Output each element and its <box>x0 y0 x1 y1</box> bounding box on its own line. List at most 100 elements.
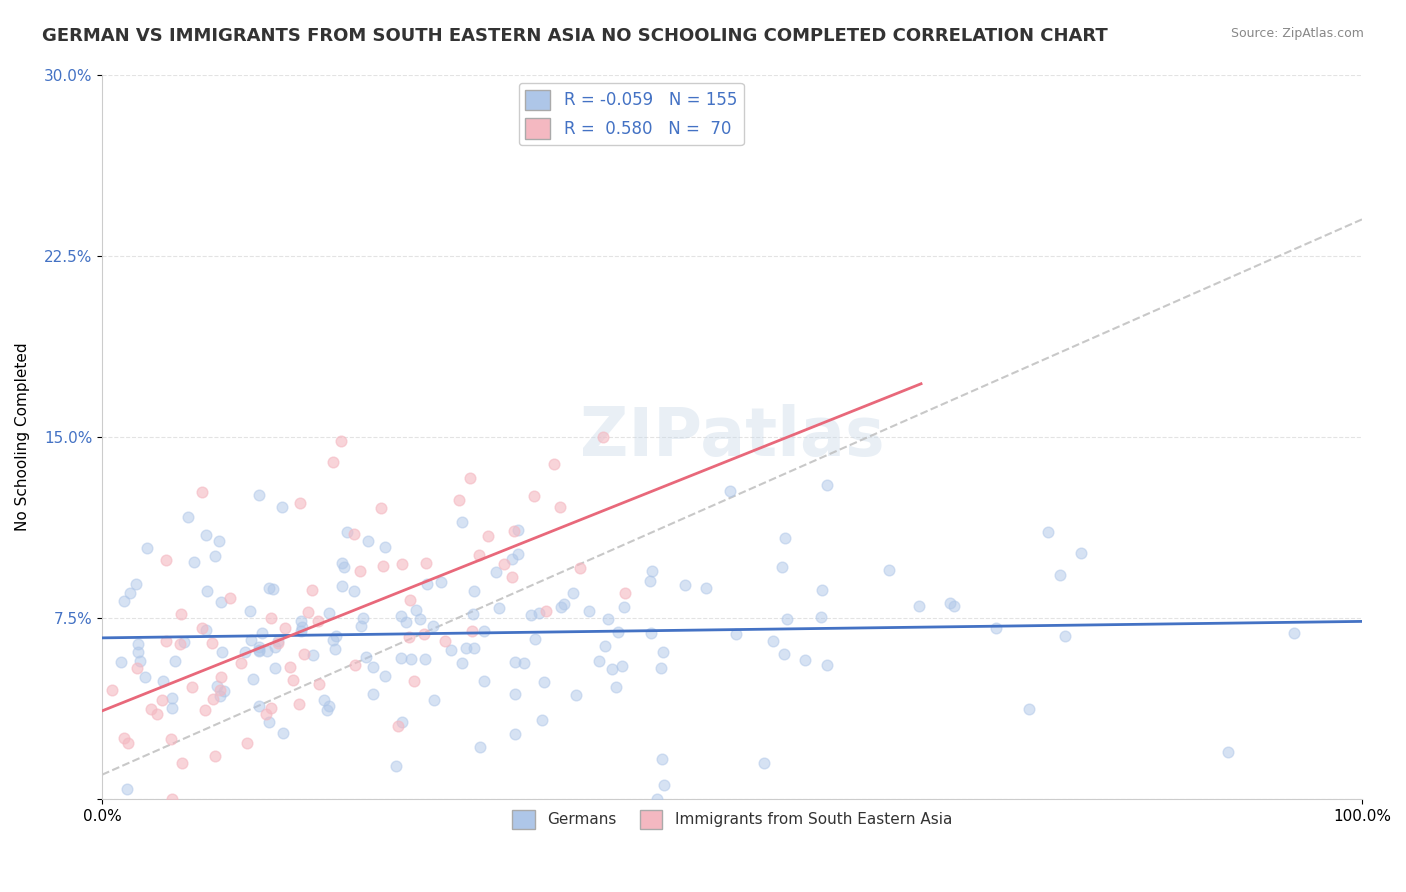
Point <box>247 640 270 655</box>
Point <box>492 558 515 572</box>
Point <box>533 674 555 689</box>
Point <box>264 640 287 654</box>
Point <box>461 624 484 639</box>
Point <box>271 500 294 515</box>
Point <box>1053 629 1076 643</box>
Point <box>101 682 124 697</box>
Point <box>134 670 156 684</box>
Point <box>273 726 295 740</box>
Point <box>463 607 485 621</box>
Point <box>162 792 184 806</box>
Point <box>467 548 489 562</box>
Point <box>387 718 409 732</box>
Point <box>651 752 673 766</box>
Point <box>815 657 838 672</box>
Point <box>762 633 785 648</box>
Point <box>810 610 832 624</box>
Point <box>370 501 392 516</box>
Point <box>117 736 139 750</box>
Point <box>468 739 491 754</box>
Point <box>503 687 526 701</box>
Point <box>1070 546 1092 560</box>
Point <box>211 645 233 659</box>
Point <box>641 564 664 578</box>
Point <box>456 641 478 656</box>
Point <box>503 727 526 741</box>
Point <box>415 577 437 591</box>
Point <box>605 681 627 695</box>
Point <box>162 700 184 714</box>
Point <box>602 662 624 676</box>
Point <box>673 578 696 592</box>
Point <box>231 657 253 671</box>
Point <box>201 692 224 706</box>
Point <box>810 582 832 597</box>
Point <box>274 621 297 635</box>
Point <box>297 605 319 619</box>
Point <box>374 540 396 554</box>
Point <box>160 690 183 705</box>
Point <box>110 655 132 669</box>
Point <box>195 623 218 637</box>
Point <box>565 688 588 702</box>
Point <box>389 651 412 665</box>
Point <box>288 698 311 712</box>
Point <box>260 610 283 624</box>
Point <box>301 583 323 598</box>
Point <box>463 583 485 598</box>
Point <box>770 559 793 574</box>
Point <box>502 551 524 566</box>
Point <box>112 731 135 746</box>
Text: GERMAN VS IMMIGRANTS FROM SOUTH EASTERN ASIA NO SCHOOLING COMPLETED CORRELATION : GERMAN VS IMMIGRANTS FROM SOUTH EASTERN … <box>42 27 1108 45</box>
Point <box>562 586 585 600</box>
Point <box>614 586 637 600</box>
Point <box>652 779 675 793</box>
Point <box>568 560 591 574</box>
Point <box>373 558 395 573</box>
Point <box>325 629 347 643</box>
Point <box>139 702 162 716</box>
Point <box>488 601 510 615</box>
Point <box>194 702 217 716</box>
Point <box>135 541 157 556</box>
Point <box>177 510 200 524</box>
Point <box>395 615 418 629</box>
Point <box>527 606 550 620</box>
Point <box>361 660 384 674</box>
Point <box>254 706 277 721</box>
Point <box>553 597 575 611</box>
Point <box>1036 524 1059 539</box>
Point <box>550 599 572 614</box>
Point <box>263 661 285 675</box>
Point <box>724 627 747 641</box>
Point <box>640 626 662 640</box>
Point <box>447 492 470 507</box>
Point <box>128 654 150 668</box>
Point <box>773 531 796 545</box>
Point <box>125 577 148 591</box>
Point <box>477 529 499 543</box>
Point <box>415 556 437 570</box>
Point <box>322 632 344 647</box>
Point <box>170 607 193 622</box>
Point <box>907 599 929 613</box>
Point <box>508 523 530 537</box>
Point <box>536 604 558 618</box>
Point <box>115 781 138 796</box>
Point <box>409 612 432 626</box>
Legend: Germans, Immigrants from South Eastern Asia: Germans, Immigrants from South Eastern A… <box>506 804 957 835</box>
Point <box>173 635 195 649</box>
Point <box>301 648 323 662</box>
Point <box>191 621 214 635</box>
Point <box>776 612 799 626</box>
Point <box>485 566 508 580</box>
Point <box>939 596 962 610</box>
Point <box>181 680 204 694</box>
Point <box>578 604 600 618</box>
Point <box>290 614 312 628</box>
Point <box>120 585 142 599</box>
Point <box>195 584 218 599</box>
Point <box>205 679 228 693</box>
Point <box>879 563 901 577</box>
Text: Source: ZipAtlas.com: Source: ZipAtlas.com <box>1230 27 1364 40</box>
